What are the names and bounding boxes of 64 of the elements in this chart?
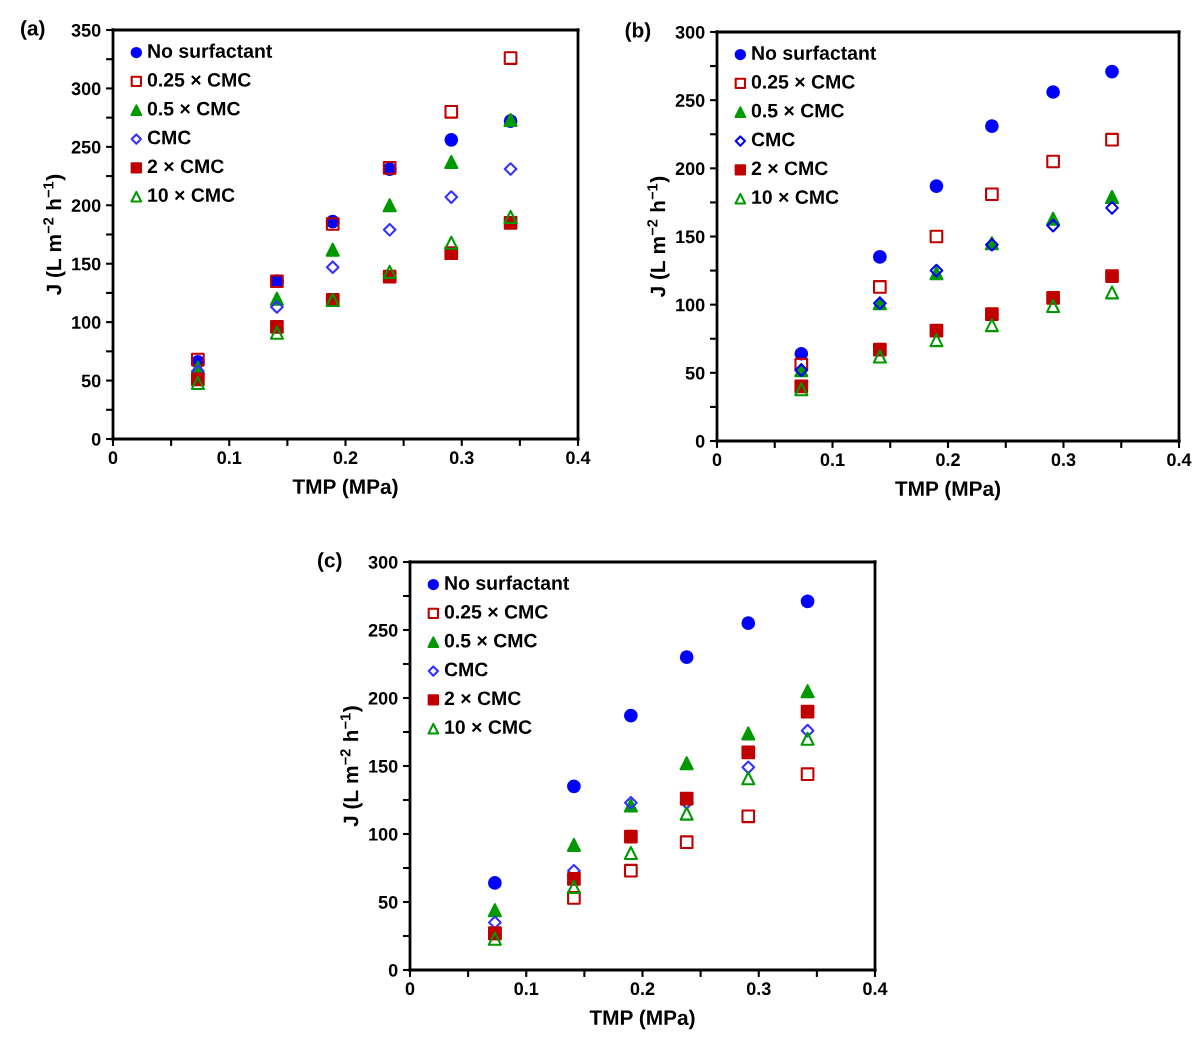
x-axis-title: TMP (MPa): [292, 478, 398, 499]
x-tick-label: 0: [405, 982, 415, 996]
legend-label: No surfactant: [752, 45, 877, 60]
text: (a): [21, 20, 45, 40]
x-tick-label: 0.1: [514, 982, 539, 996]
x-tick-label: 0.1: [820, 453, 845, 467]
y-tick-label: 250: [675, 94, 705, 107]
x-tick-label: 0.3: [746, 982, 771, 996]
y-tick-label: 0: [91, 432, 101, 446]
x-axis-title: TMP (MPa): [589, 1009, 695, 1030]
legend-label: 10 × CMC: [445, 720, 532, 734]
y-axis-title: J (L m$^{−2}$ h$^{−1}$): [340, 706, 363, 827]
legend-label: CMC: [444, 662, 488, 677]
y-tick-label: 200: [71, 199, 101, 213]
y-tick-label: 150: [369, 759, 398, 773]
text: (b): [625, 22, 651, 42]
y-tick-label: 50: [685, 366, 705, 380]
legend-label: No surfactant: [445, 575, 570, 590]
legend-label: CMC: [751, 132, 795, 147]
x-tick-label: 0: [712, 453, 722, 467]
y-tick-label: 100: [676, 298, 705, 312]
y-tick-label: 250: [368, 623, 398, 637]
x-tick-label: 0.4: [1167, 453, 1192, 467]
legend-label: 2 × CMC: [444, 691, 521, 706]
x-tick-label: 0.2: [333, 451, 358, 465]
y-tick-label: 300: [71, 82, 101, 96]
x-tick-label: 0.3: [1051, 453, 1076, 467]
y-tick-label: 100: [72, 316, 101, 329]
y-tick-label: 50: [81, 374, 101, 388]
y-tick-label: 350: [71, 23, 101, 37]
x-tick-label: 0.4: [863, 982, 888, 996]
legend-label: 2 × CMC: [147, 159, 224, 174]
y-tick-label: 50: [378, 895, 398, 909]
legend-label: No surfactant: [148, 43, 273, 58]
x-axis-title: TMP (MPa): [895, 480, 1001, 501]
y-tick-label: 150: [676, 230, 705, 244]
y-tick-label: 100: [369, 827, 398, 841]
legend-label: 0.25 × CMC: [147, 72, 251, 87]
y-tick-label: 0: [388, 963, 398, 977]
y-tick-label: 250: [71, 140, 101, 154]
x-tick-label: 0.4: [566, 451, 591, 465]
y-axis-title: J (L m$^{−2}$ h$^{−1}$): [647, 176, 670, 298]
legend-label: CMC: [147, 130, 191, 145]
y-tick-label: 300: [675, 25, 705, 39]
legend-label: 2 × CMC: [751, 161, 828, 176]
legend-label: 0.25 × CMC: [751, 74, 855, 89]
x-tick-label: 0.2: [936, 453, 960, 467]
text: (c): [318, 552, 342, 572]
y-axis-title: J (L m$^{−2}$ h$^{−1}$): [43, 174, 66, 296]
legend-label: 0.5 × CMC: [444, 633, 537, 648]
legend-label: 0.5 × CMC: [751, 103, 844, 118]
legend-label: 0.25 × CMC: [444, 604, 548, 619]
legend-label: 10 × CMC: [752, 190, 839, 204]
y-tick-label: 200: [675, 162, 705, 176]
y-tick-label: 200: [368, 691, 398, 705]
legend-label: 0.5 × CMC: [147, 101, 240, 116]
y-tick-label: 0: [695, 434, 705, 448]
x-tick-label: 0.2: [630, 982, 655, 996]
x-tick-label: 0: [108, 451, 118, 465]
legend-label: 10 × CMC: [148, 188, 235, 202]
x-tick-label: 0.1: [217, 451, 242, 465]
x-tick-label: 0.3: [449, 451, 474, 465]
y-tick-label: 150: [72, 257, 101, 271]
y-tick-label: 300: [368, 555, 398, 569]
